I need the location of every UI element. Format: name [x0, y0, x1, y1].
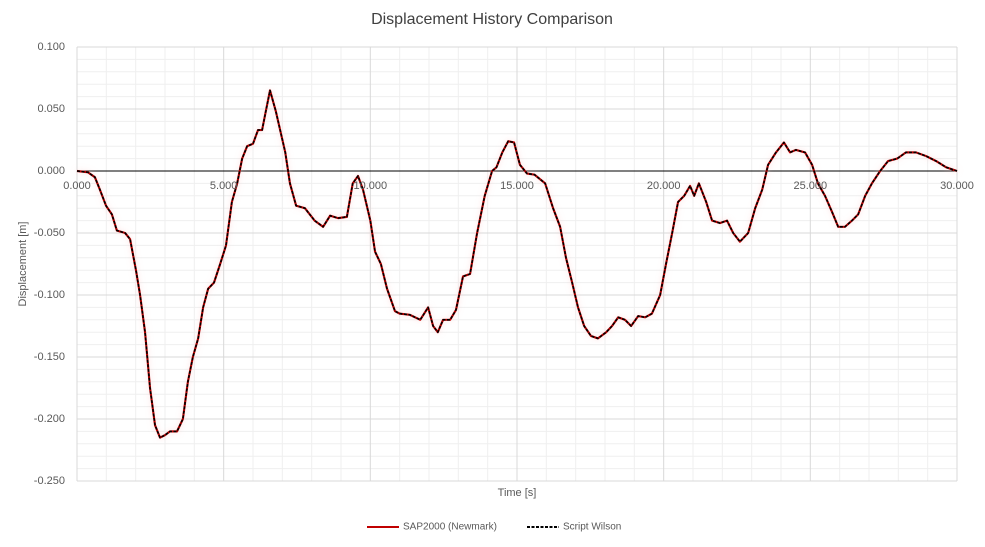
legend-label: SAP2000 (Newmark) [403, 522, 497, 533]
y-tick-label: -0.250 [34, 475, 65, 487]
x-tick-label: 0.000 [63, 180, 91, 192]
y-axis-title: Displacement [m] [17, 222, 29, 307]
x-tick-label: 25.000 [794, 180, 828, 192]
y-tick-label: -0.150 [34, 351, 65, 363]
y-tick-label: 0.050 [37, 103, 65, 115]
series-line [76, 89, 958, 439]
grid [76, 46, 958, 482]
y-tick-label: 0.100 [37, 41, 65, 53]
plot [76, 89, 958, 439]
x-tick-label: 5.000 [210, 180, 238, 192]
legend-label: Script Wilson [563, 522, 621, 533]
x-tick-label: 10.000 [354, 180, 388, 192]
y-tick-label: -0.050 [34, 227, 65, 239]
y-tick-label: -0.100 [34, 289, 65, 301]
y-tick-label: 0.000 [37, 165, 65, 177]
y-tick-label: -0.200 [34, 413, 65, 425]
x-axis-title: Time [s] [498, 487, 537, 499]
labels: -0.250 -0.200 -0.150 -0.100 -0.050 0.000 0.050… [34, 41, 974, 487]
x-tick-label: 15.000 [500, 180, 534, 192]
legend: SAP2000 (Newmark) Script Wilson [367, 522, 621, 533]
x-tick-label: 20.000 [647, 180, 681, 192]
x-tick-label: 30.000 [940, 180, 974, 192]
chart-title: Displacement History Comparison [371, 11, 613, 28]
